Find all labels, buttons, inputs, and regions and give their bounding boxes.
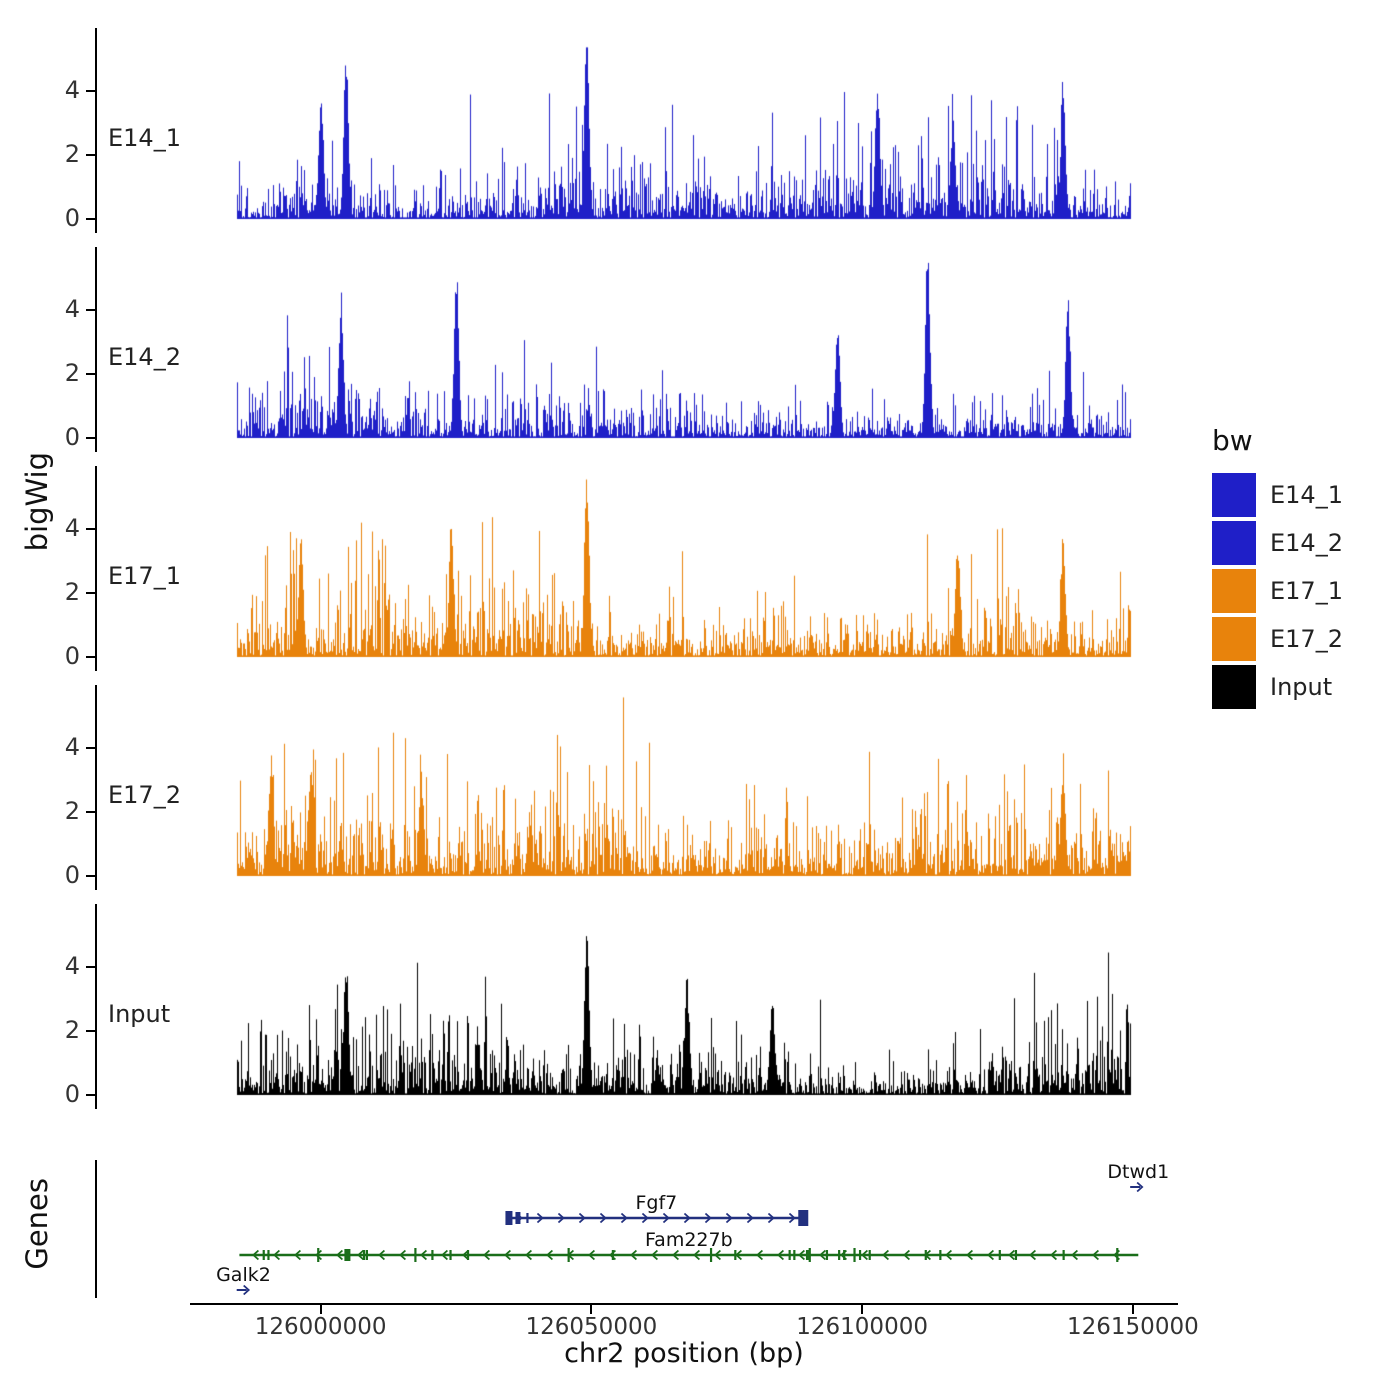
x-tick-mark <box>319 1305 322 1314</box>
signal-panel-E17_1: 024E17_1 <box>0 466 1400 671</box>
legend-swatch-E17_2 <box>1212 617 1256 661</box>
x-tick-label: 126150000 <box>1067 1314 1199 1340</box>
x-axis-title: chr2 position (bp) <box>564 1338 804 1369</box>
gene-label-Galk2: Galk2 <box>216 1264 271 1286</box>
legend-entries: E14_1 E14_2 E17_1 E17_2 Input <box>1212 473 1343 709</box>
legend-entry-E14_2: E14_2 <box>1212 521 1343 565</box>
legend-swatch-E14_1 <box>1212 473 1256 517</box>
legend-entry-label: E17_1 <box>1270 577 1343 605</box>
signal-panel-E14_2: 024E14_2 <box>0 247 1400 452</box>
legend-swatch-Input <box>1212 665 1256 709</box>
gene-models: Dtwd1 Fgf7 Fam227b Galk2 <box>216 1161 1169 1296</box>
legend-entry-Input: Input <box>1212 665 1343 709</box>
genes-axis-line <box>95 1160 97 1298</box>
signal-panel-Input: 024Input <box>0 904 1400 1109</box>
coverage-signal-E14_1 <box>0 28 1400 233</box>
coverage-signal-E17_2 <box>0 685 1400 890</box>
x-tick-label: 126050000 <box>525 1314 658 1340</box>
coverage-signal-Input <box>0 904 1400 1109</box>
x-tick-mark <box>1131 1305 1134 1314</box>
legend-entry-E17_2: E17_2 <box>1212 617 1343 661</box>
gene-label-Fam227b: Fam227b <box>645 1229 733 1251</box>
legend-entry-E17_1: E17_1 <box>1212 569 1343 613</box>
legend: bw E14_1 E14_2 E17_1 E17_2 Input <box>1212 424 1343 713</box>
coverage-signal-E14_2 <box>0 247 1400 452</box>
legend-entry-label: E14_1 <box>1270 481 1343 509</box>
x-tick-mark <box>861 1305 864 1314</box>
signal-panel-E14_1: 024E14_1 <box>0 28 1400 233</box>
legend-entry-label: E14_2 <box>1270 529 1343 557</box>
gene-label-Fgf7: Fgf7 <box>635 1192 677 1214</box>
legend-entry-label: E17_2 <box>1270 625 1343 653</box>
legend-entry-E14_1: E14_1 <box>1212 473 1343 517</box>
signal-panel-E17_2: 024E17_2 <box>0 685 1400 890</box>
coverage-signal-E17_1 <box>0 466 1400 671</box>
x-tick-mark <box>590 1305 593 1314</box>
legend-entry-label: Input <box>1270 673 1333 701</box>
genes-panel: Dtwd1 Fgf7 Fam227b Galk2 <box>0 1160 1400 1305</box>
legend-swatch-E17_1 <box>1212 569 1256 613</box>
x-tick-label: 126100000 <box>796 1314 928 1340</box>
gene-label-Dtwd1: Dtwd1 <box>1107 1161 1169 1183</box>
x-axis-line <box>190 1303 1178 1305</box>
legend-title: bw <box>1212 424 1253 457</box>
legend-swatch-E14_2 <box>1212 521 1256 565</box>
x-tick-label: 126000000 <box>254 1314 387 1340</box>
